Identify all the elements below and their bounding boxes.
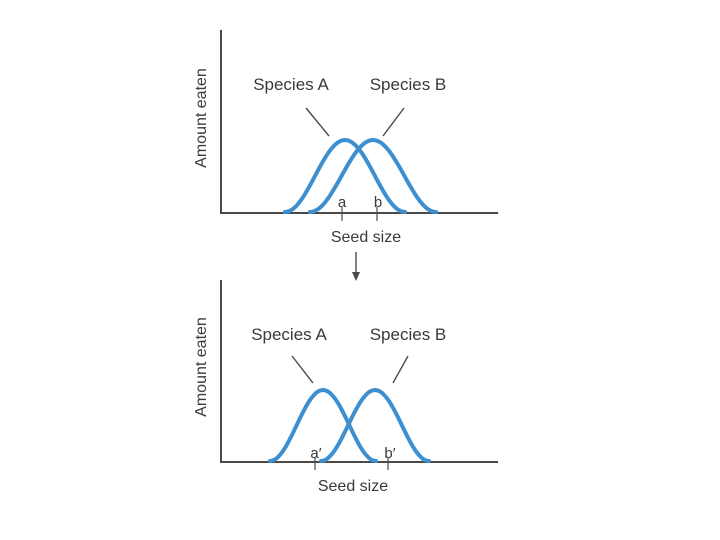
bottom-species-b-curve — [319, 388, 431, 463]
top-species-b-label: Species B — [370, 75, 447, 94]
bottom-tick-a-label: a′ — [310, 445, 321, 462]
top-species-a-label: Species A — [253, 75, 329, 94]
top-species-a-curve — [283, 138, 407, 214]
top-species-b-curve — [308, 138, 438, 214]
bottom-x-axis-label: Seed size — [318, 478, 388, 495]
bottom-tick-b-label: b′ — [384, 445, 395, 462]
top-x-axis-label: Seed size — [331, 229, 401, 246]
bottom-axes — [220, 280, 498, 463]
bottom-species-a-curve — [268, 388, 378, 463]
top-panel: Amount eaten Species A Species B a b See… — [193, 30, 498, 246]
down-arrow-icon — [352, 252, 360, 281]
bottom-panel: Amount eaten Species A Species B a′ b′ S… — [193, 280, 498, 495]
top-tick-a-label: a — [338, 194, 347, 211]
bottom-species-b-label: Species B — [370, 325, 447, 344]
bottom-y-axis-label: Amount eaten — [193, 317, 210, 417]
bottom-species-a-pointer — [291, 355, 314, 384]
top-species-b-pointer — [382, 107, 405, 137]
bottom-species-a-label: Species A — [251, 325, 327, 344]
top-axes — [220, 30, 498, 214]
top-tick-b-label: b — [374, 194, 382, 211]
top-species-a-pointer — [305, 107, 330, 137]
top-y-axis-label: Amount eaten — [193, 68, 210, 168]
bottom-species-b-pointer — [392, 355, 409, 384]
